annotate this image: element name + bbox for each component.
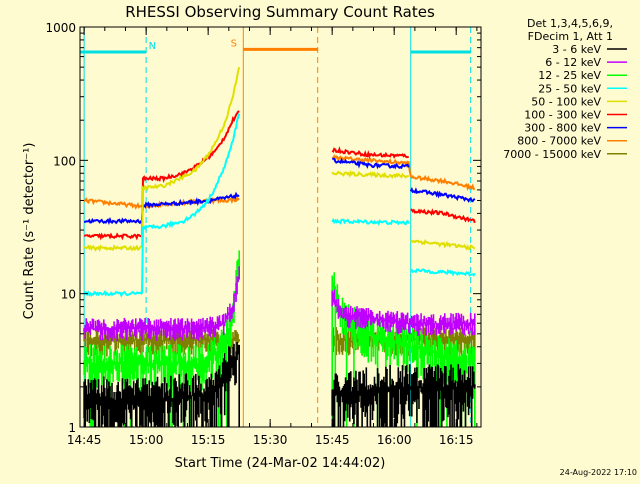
legend-entry-label: 3 - 6 keV (552, 43, 601, 56)
x-axis-label: Start Time (24-Mar-02 14:44:02) (175, 456, 386, 471)
legend-entry-label: 100 - 300 keV (524, 109, 601, 122)
series-25-50-kev (83, 113, 476, 298)
series-line (83, 289, 143, 298)
y-tick-label: 1000 (45, 21, 76, 35)
legend-header-decimation: FDecim 1, Att 1 (528, 30, 613, 43)
y-tick-label: 1 (68, 421, 76, 435)
series-line (141, 66, 241, 248)
series-300-800-kev (83, 157, 476, 225)
series-50-100-kev (83, 66, 476, 253)
series-line (410, 238, 476, 251)
series-line (83, 232, 143, 241)
series-line (332, 157, 410, 170)
series-noise (83, 250, 240, 427)
y-tick-label: 10 (61, 288, 76, 302)
series-line (410, 268, 476, 277)
chart-title: RHESSI Observing Summary Count Rates (125, 3, 435, 21)
legend-entry-label: 6 - 12 keV (545, 56, 601, 69)
legend-entry-label: 800 - 7000 keV (517, 135, 601, 148)
legend-header-detectors: Det 1,3,4,5,6,9, (527, 17, 613, 30)
series-line (410, 208, 476, 224)
flag-label-s: S (231, 38, 237, 49)
legend-entry-label: 25 - 50 keV (538, 82, 601, 95)
series-line (409, 186, 476, 203)
series-noise (331, 364, 476, 427)
series-6-12-kev (83, 266, 476, 342)
x-tick-label: 15:30 (253, 433, 288, 447)
x-tick-label: 16:00 (377, 433, 412, 447)
series-line (141, 110, 240, 236)
series-line (331, 154, 475, 192)
series-line (83, 244, 142, 253)
x-tick-label: 15:00 (129, 433, 164, 447)
y-axis-label: Count Rate (s⁻¹ detector⁻¹) (22, 143, 37, 320)
x-tick-label: 16:15 (439, 433, 474, 447)
series-100-300-kev (83, 110, 476, 241)
series-noise (83, 266, 240, 342)
plot-frame (79, 26, 482, 428)
generated-timestamp: 24-Aug-2022 17:10 (560, 468, 637, 477)
flag-label-n: N (149, 41, 156, 52)
series-noise (83, 342, 240, 427)
series-line (83, 216, 143, 225)
series-line (141, 191, 240, 221)
axis-layer: 14:45 15:00 15:15 15:30 15:45 16:00 16:15 1 10 10… (45, 21, 481, 447)
series-12-25-kev (83, 250, 476, 427)
series-line (331, 217, 410, 226)
x-tick-label: 14:45 (67, 433, 102, 447)
series-line (331, 170, 410, 180)
legend-entry-label: 300 - 800 keV (524, 122, 601, 135)
x-tick-label: 15:45 (315, 433, 350, 447)
series-noise (331, 289, 476, 336)
y-tick-label: 100 (53, 154, 76, 168)
legend-entry-label: 7000 - 15000 keV (503, 148, 601, 161)
legend-entry-label: 12 - 25 keV (538, 69, 601, 82)
series-line (331, 146, 410, 160)
legend-entry-label: 50 - 100 keV (531, 95, 601, 108)
x-tick-label: 15:15 (191, 433, 226, 447)
series-line (141, 113, 241, 294)
series-3-6-kev (83, 342, 476, 427)
